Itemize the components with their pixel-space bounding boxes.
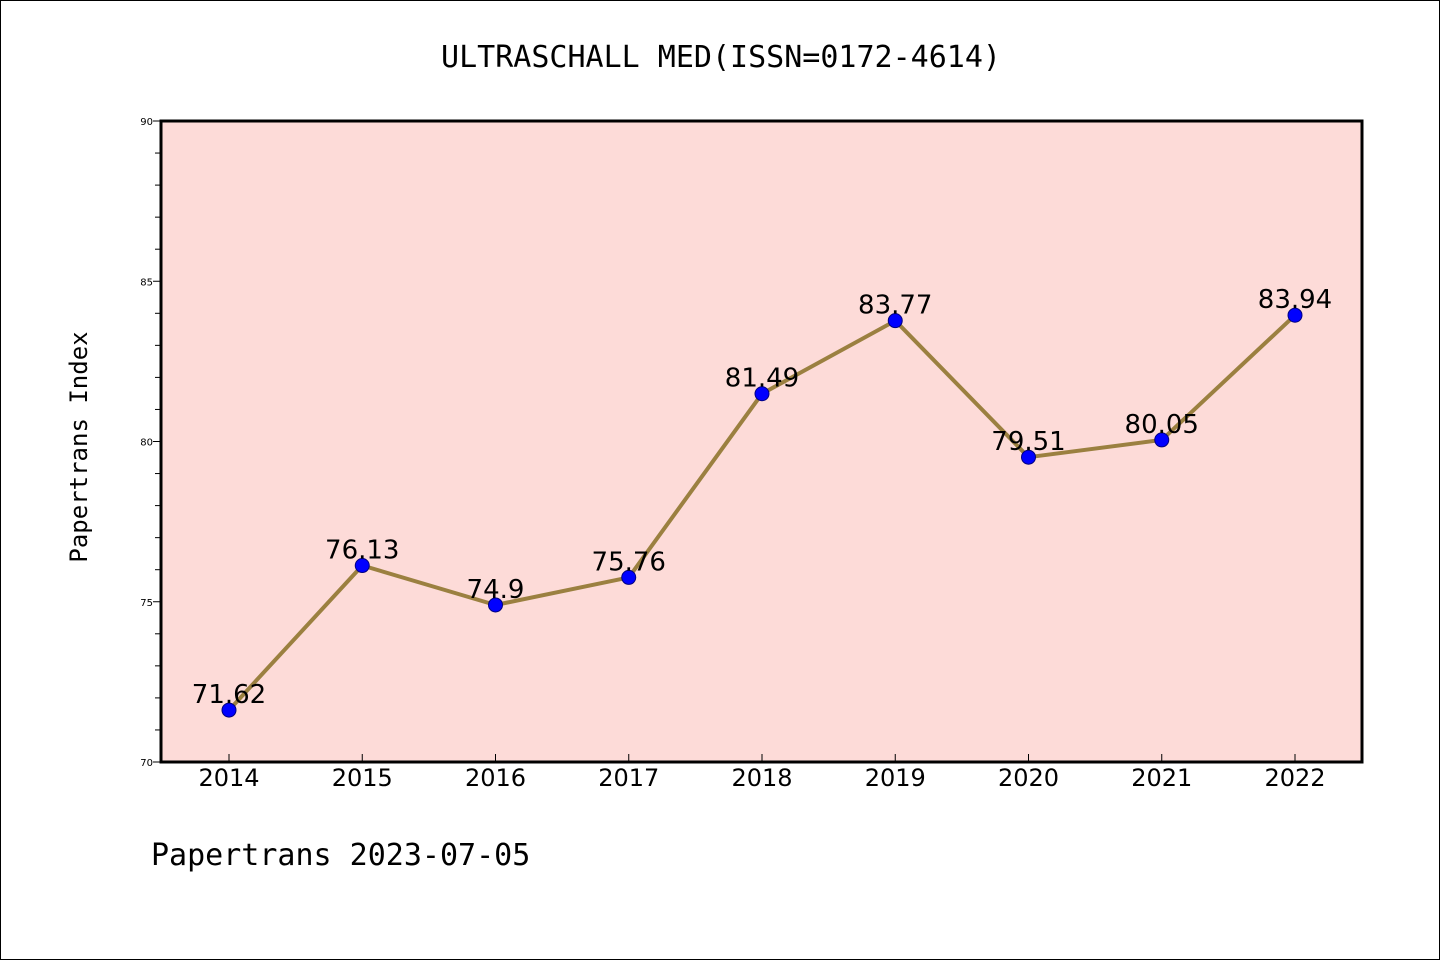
data-point [354, 558, 370, 574]
data-point [1154, 432, 1170, 448]
data-label: 83.94 [1258, 285, 1332, 315]
data-label: 71.62 [192, 680, 266, 710]
y-axis: 70 75 80 85 90 [140, 117, 161, 769]
y-tick-label: 85 [140, 277, 153, 288]
plot-area [161, 121, 1362, 762]
data-label: 79.51 [991, 427, 1065, 457]
data-label: 81.49 [725, 364, 799, 394]
x-tick-label: 2017 [598, 764, 659, 792]
footer-text: Papertrans 2023-07-05 [151, 838, 530, 873]
x-tick-label: 2018 [731, 764, 792, 792]
y-tick-label: 90 [140, 117, 153, 128]
data-point [221, 702, 237, 718]
plot-border [159, 119, 1364, 764]
data-label: 74.9 [467, 575, 525, 605]
x-tick-label: 2020 [998, 764, 1059, 792]
x-tick-label: 2014 [198, 764, 259, 792]
data-labels: 71.62 76.13 74.9 75.76 81.49 83.77 79.51 80.05 8… [192, 285, 1332, 710]
data-point [1021, 449, 1036, 465]
series-markers [221, 307, 1303, 718]
x-tick-label: 2021 [1131, 764, 1192, 792]
x-axis: 2014 2015 2016 2017 2018 2019 2020 2021 2022 [198, 754, 1326, 792]
data-point [754, 386, 770, 402]
data-point [887, 313, 903, 329]
data-label: 80.05 [1125, 410, 1199, 440]
data-label: 75.76 [592, 547, 666, 577]
y-axis-label: Papertrans Index [65, 331, 93, 562]
x-tick-label: 2016 [465, 764, 526, 792]
data-label: 83.77 [858, 291, 932, 321]
y-tick-label: 80 [140, 438, 153, 449]
x-tick-label: 2022 [1264, 764, 1325, 792]
data-point [1287, 307, 1303, 323]
x-tick-label: 2019 [865, 764, 926, 792]
data-point [621, 569, 637, 585]
y-tick-label: 75 [140, 598, 153, 609]
data-label: 76.13 [325, 536, 399, 566]
chart-title: ULTRASCHALL MED(ISSN=0172-4614) [441, 40, 1001, 75]
y-tick-label: 70 [140, 758, 153, 769]
x-tick-label: 2015 [332, 764, 393, 792]
data-point [488, 597, 503, 613]
